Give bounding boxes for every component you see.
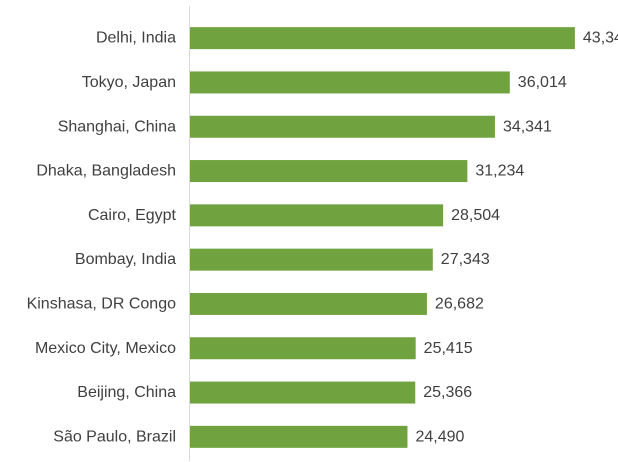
value-label-5: 27,343 [441, 251, 490, 268]
value-label-7: 25,415 [424, 340, 473, 357]
category-label-0: Delhi, India [96, 30, 176, 47]
value-label-3: 31,234 [475, 163, 524, 180]
bar-9 [190, 425, 408, 448]
value-label-9: 24,490 [415, 428, 464, 445]
category-label-2: Shanghai, China [58, 118, 176, 135]
category-label-4: Cairo, Egypt [88, 207, 177, 224]
bar-6 [190, 292, 427, 315]
bar-4 [190, 204, 444, 227]
category-label-3: Dhaka, Bangladesh [36, 163, 176, 180]
bar-2 [190, 115, 495, 138]
category-labels: Delhi, India Tokyo, Japan Shanghai, China D… [27, 30, 177, 446]
category-label-5: Bombay, India [75, 251, 176, 268]
category-label-9: São Paulo, Brazil [53, 428, 176, 445]
value-label-0: 43,345 [583, 30, 618, 47]
bar-0 [190, 27, 575, 50]
value-label-4: 28,504 [451, 207, 500, 224]
bar-1 [190, 71, 510, 94]
category-label-6: Kinshasa, DR Congo [27, 295, 177, 312]
category-label-8: Beijing, China [77, 384, 176, 401]
value-label-2: 34,341 [503, 118, 552, 135]
value-label-8: 25,366 [423, 384, 472, 401]
bar-5 [190, 248, 433, 271]
category-label-1: Tokyo, Japan [82, 74, 176, 91]
bar-7 [190, 337, 416, 360]
bar-8 [190, 381, 416, 404]
value-label-6: 26,682 [435, 295, 484, 312]
bar-3 [190, 160, 468, 183]
category-label-7: Mexico City, Mexico [35, 340, 176, 357]
value-label-1: 36,014 [518, 74, 567, 91]
bars-group [190, 27, 575, 448]
value-labels: 43,345 36,014 34,341 31,234 28,504 27,343 26,6… [415, 30, 618, 446]
